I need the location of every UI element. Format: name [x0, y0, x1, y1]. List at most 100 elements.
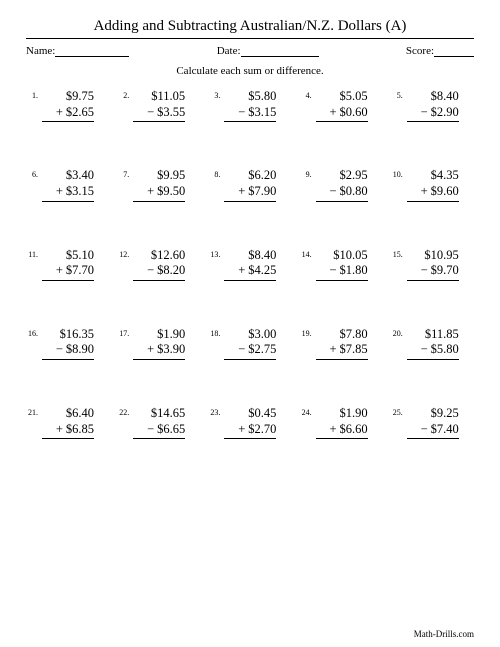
date-label: Date:	[217, 45, 241, 57]
problem-number: 18.	[208, 327, 220, 338]
operator: −	[421, 422, 431, 438]
operand-a: $12.60	[133, 248, 185, 264]
problem-number: 10.	[391, 168, 403, 179]
problem-number: 15.	[391, 248, 403, 259]
answer-rule	[133, 201, 185, 202]
operand-a: $1.90	[133, 327, 185, 343]
operand-b: $9.50	[157, 184, 185, 198]
operand-a: $9.95	[133, 168, 185, 184]
operand-b-row: −$7.40	[407, 422, 459, 438]
operand-b-row: +$0.60	[316, 105, 368, 121]
problem-body: $2.95−$0.80	[316, 168, 368, 201]
operator: +	[147, 342, 157, 358]
problem-body: $5.05+$0.60	[316, 89, 368, 122]
problem-body: $5.10+$7.70	[42, 248, 94, 281]
problem-body: $0.45+$2.70	[224, 406, 276, 439]
operand-b: $2.70	[248, 422, 276, 436]
operand-b: $7.90	[248, 184, 276, 198]
operand-a: $6.20	[224, 168, 276, 184]
problem: 3.$5.80−$3.15	[208, 89, 291, 122]
problem-number: 11.	[26, 248, 38, 259]
answer-rule	[407, 359, 459, 360]
operand-b-row: −$0.80	[316, 184, 368, 200]
problem: 8.$6.20+$7.90	[208, 168, 291, 201]
problem-number: 23.	[208, 406, 220, 417]
operator: −	[238, 342, 248, 358]
operator: −	[329, 184, 339, 200]
operand-b-row: +$7.70	[42, 263, 94, 279]
problem: 14.$10.05−$1.80	[300, 248, 383, 281]
operand-a: $8.40	[224, 248, 276, 264]
problem-body: $11.05−$3.55	[133, 89, 185, 122]
operator: −	[147, 263, 157, 279]
answer-rule	[224, 121, 276, 122]
problem-body: $10.05−$1.80	[316, 248, 368, 281]
problem: 4.$5.05+$0.60	[300, 89, 383, 122]
operand-b-row: +$4.25	[224, 263, 276, 279]
operand-b-row: +$2.65	[42, 105, 94, 121]
answer-rule	[42, 121, 94, 122]
problem-number: 20.	[391, 327, 403, 338]
date-blank[interactable]	[241, 46, 319, 57]
operand-a: $3.00	[224, 327, 276, 343]
problem-number: 25.	[391, 406, 403, 417]
operator: +	[147, 184, 157, 200]
operand-a: $10.95	[407, 248, 459, 264]
problem: 1.$9.75+$2.65	[26, 89, 109, 122]
operator: −	[329, 263, 339, 279]
problem: 7.$9.95+$9.50	[117, 168, 200, 201]
problem: 19.$7.80+$7.85	[300, 327, 383, 360]
score-blank[interactable]	[434, 46, 474, 57]
problem-number: 12.	[117, 248, 129, 259]
operand-b: $4.25	[248, 263, 276, 277]
problem-number: 22.	[117, 406, 129, 417]
operand-b: $9.60	[431, 184, 459, 198]
operand-b-row: +$7.90	[224, 184, 276, 200]
problem-number: 16.	[26, 327, 38, 338]
operand-b: $5.80	[431, 342, 459, 356]
operator: +	[329, 105, 339, 121]
operand-b-row: −$5.80	[407, 342, 459, 358]
problem-body: $6.40+$6.85	[42, 406, 94, 439]
problem-body: $12.60−$8.20	[133, 248, 185, 281]
header-row: Name: Date: Score:	[26, 45, 474, 57]
problem: 18. $3.00−$2.75	[208, 327, 291, 360]
operand-a: $14.65	[133, 406, 185, 422]
problem-body: $14.65−$6.65	[133, 406, 185, 439]
operator: +	[238, 422, 248, 438]
operator: +	[421, 184, 431, 200]
problem-number: 1.	[26, 89, 38, 100]
operand-b-row: +$3.90	[133, 342, 185, 358]
operand-a: $16.35	[42, 327, 94, 343]
operand-b-row: −$2.75	[224, 342, 276, 358]
operator: +	[238, 263, 248, 279]
problem: 25. $9.25−$7.40	[391, 406, 474, 439]
answer-rule	[316, 280, 368, 281]
problem-body: $9.25−$7.40	[407, 406, 459, 439]
operator: −	[147, 105, 157, 121]
score-label: Score:	[406, 45, 434, 57]
operand-b: $3.15	[66, 184, 94, 198]
problem-body: $3.00−$2.75	[224, 327, 276, 360]
problem: 5.$8.40−$2.90	[391, 89, 474, 122]
operand-b-row: +$9.50	[133, 184, 185, 200]
operator: −	[238, 105, 248, 121]
operand-b: $0.80	[339, 184, 367, 198]
operand-b: $2.65	[66, 105, 94, 119]
name-blank[interactable]	[55, 46, 129, 57]
problem-number: 9.	[300, 168, 312, 179]
operator: +	[56, 105, 66, 121]
operand-a: $5.80	[224, 89, 276, 105]
problem-number: 5.	[391, 89, 403, 100]
answer-rule	[224, 280, 276, 281]
operator: +	[56, 422, 66, 438]
name-label: Name:	[26, 45, 55, 57]
operator: −	[421, 263, 431, 279]
answer-rule	[407, 280, 459, 281]
operand-b-row: +$6.60	[316, 422, 368, 438]
answer-rule	[224, 438, 276, 439]
answer-rule	[42, 280, 94, 281]
answer-rule	[224, 201, 276, 202]
problem-body: $7.80+$7.85	[316, 327, 368, 360]
operand-a: $0.45	[224, 406, 276, 422]
